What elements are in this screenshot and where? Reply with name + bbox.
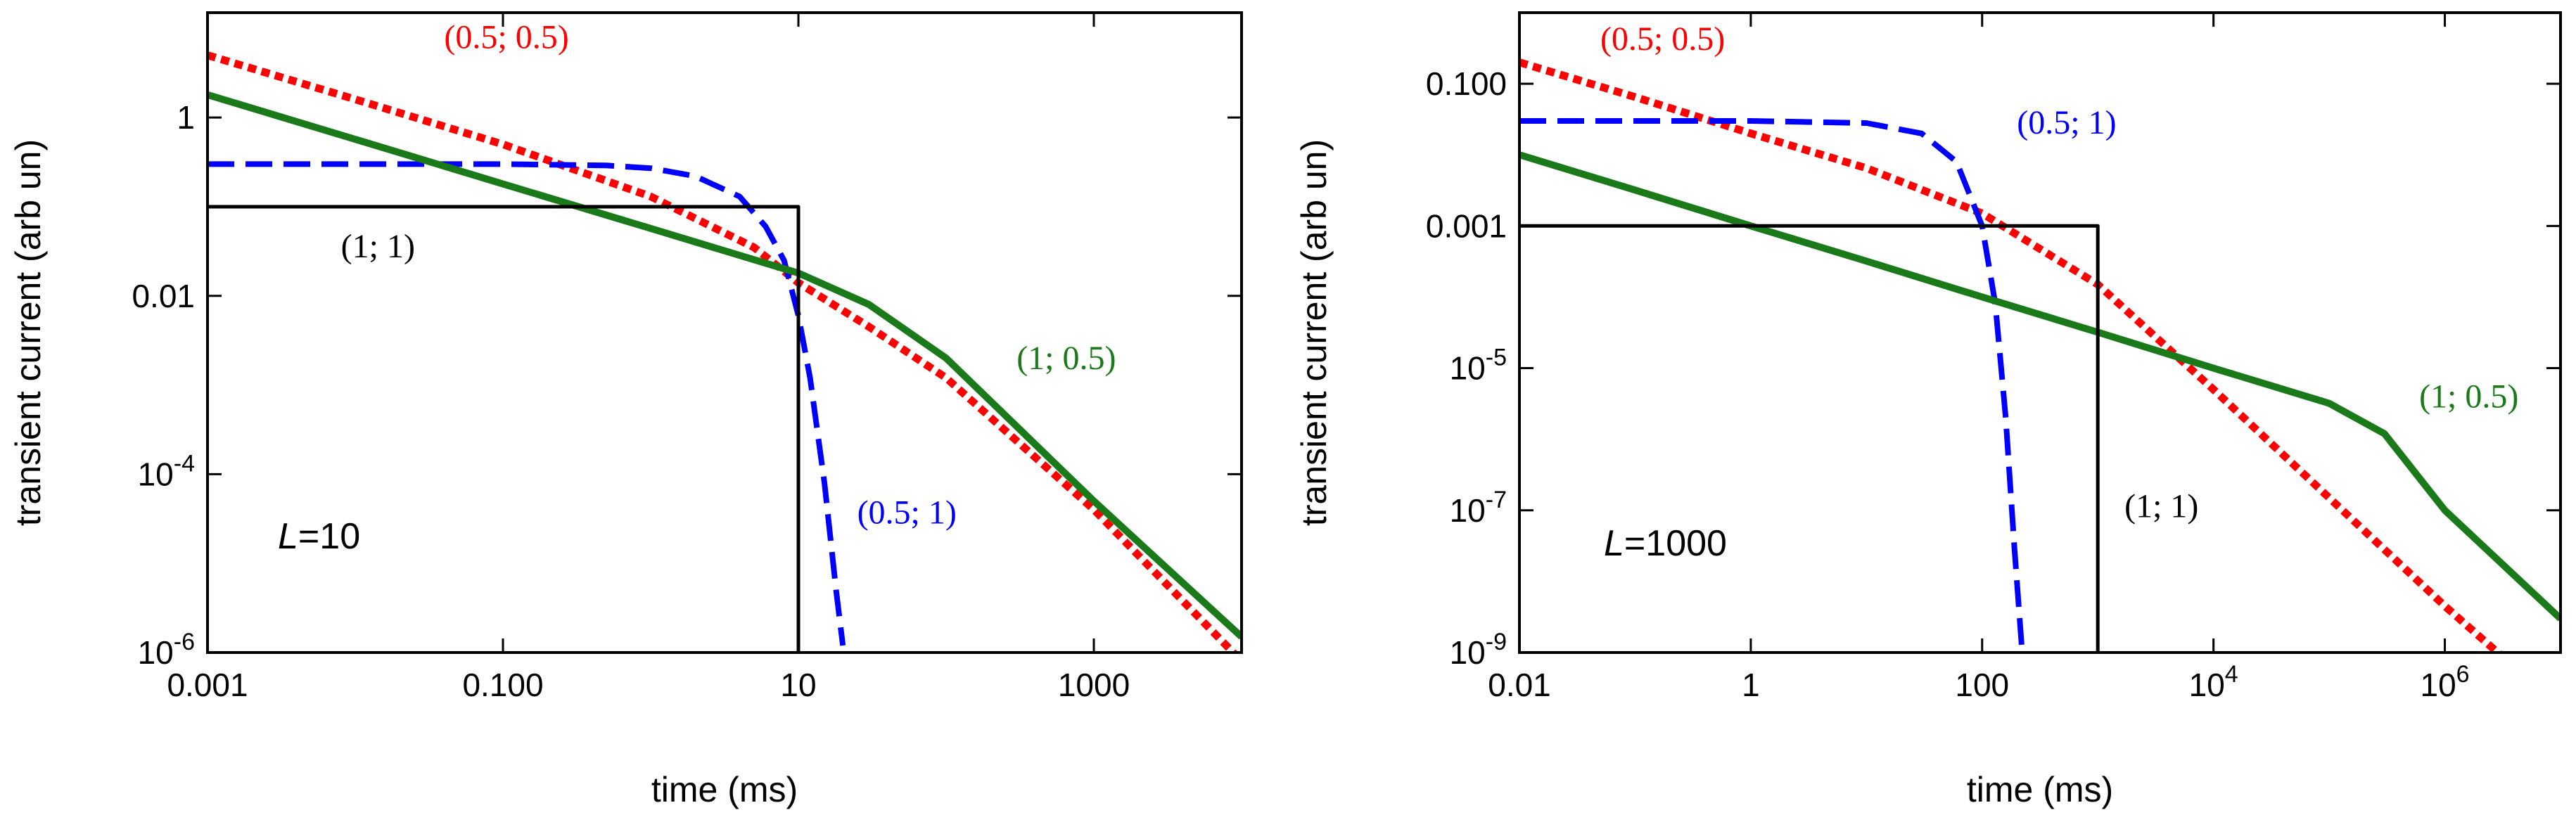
series-label: (1; 1) <box>2124 488 2198 525</box>
series-group <box>1519 58 2561 653</box>
y-axis-label: transient current (arb un) <box>1294 139 1334 526</box>
x-tick-base: 100 <box>1955 667 2009 703</box>
y-tick-base: 10 <box>138 456 174 492</box>
y-tick-label: 0.100 <box>1426 65 1507 102</box>
y-tick-exponent: -6 <box>174 629 195 655</box>
x-tick-base: 10 <box>2421 667 2456 703</box>
y-tick-base: 10 <box>1450 350 1486 387</box>
series-line-1-1 <box>208 205 801 653</box>
y-tick-base: 0.100 <box>1426 65 1507 102</box>
y-tick-label: 1 <box>177 99 195 136</box>
series-line-1-1 <box>1519 224 2100 653</box>
x-tick-exponent: 6 <box>2456 661 2470 688</box>
x-tick-label: 100 <box>1955 667 2009 703</box>
series-group <box>208 51 1242 653</box>
y-tick-exponent: -5 <box>1486 345 1507 371</box>
length-symbol: L <box>278 516 298 557</box>
series-label: (1; 0.5) <box>2419 378 2518 415</box>
y-tick-base: 10 <box>1450 492 1486 529</box>
x-tick-base: 1 <box>1742 667 1760 703</box>
y-tick-label: 0.001 <box>1426 207 1507 244</box>
x-tick-label: 0.100 <box>462 667 543 703</box>
y-tick-label: 10-4 <box>138 450 195 492</box>
length-value: =10 <box>298 516 360 557</box>
x-tick-base: 10 <box>2189 667 2225 703</box>
x-tick-label: 0.01 <box>1488 667 1551 703</box>
series-label: (1; 1) <box>341 228 415 265</box>
plot-frame <box>1518 11 2562 654</box>
x-tick-base: 0.01 <box>1488 667 1551 703</box>
x-axis-label: time (ms) <box>651 770 798 809</box>
y-tick-exponent: -4 <box>174 450 195 477</box>
y-tick-label: 10-5 <box>1450 345 1507 387</box>
y-tick-base: 0.01 <box>132 278 195 314</box>
y-tick-label: 10-7 <box>1450 487 1507 529</box>
x-tick-label: 10 <box>780 667 816 703</box>
x-tick-label: 106 <box>2421 661 2470 703</box>
x-tick-label: 1 <box>1742 667 1760 703</box>
series-line-0-5-1 <box>1519 118 2025 648</box>
y-tick-label: 0.01 <box>132 278 195 314</box>
x-tick-label: 1000 <box>1058 667 1130 703</box>
x-tick-label: 104 <box>2189 661 2238 703</box>
y-tick-label: 10-6 <box>138 629 195 671</box>
length-annotation: L=10 <box>278 516 360 557</box>
series-label: (0.5; 1) <box>2017 104 2116 141</box>
length-value: =1000 <box>1624 523 1727 564</box>
y-tick-base: 1 <box>177 99 195 136</box>
y-tick-base: 10 <box>1450 634 1486 671</box>
length-symbol: L <box>1604 523 1624 564</box>
y-tick-label: 10-9 <box>1450 629 1507 671</box>
y-tick-exponent: -7 <box>1486 487 1507 513</box>
series-label: (1; 0.5) <box>1016 340 1116 377</box>
x-tick-label: 0.001 <box>167 667 248 703</box>
plot-frame <box>206 11 1243 654</box>
y-tick-base: 0.001 <box>1426 207 1507 244</box>
right-panel: 0.01 1 100 104 1060.1000.00110-510-710-9time… <box>1294 11 2562 809</box>
series-label: (0.5; 1) <box>857 494 957 531</box>
series-label: (0.5; 0.5) <box>444 18 568 56</box>
series-label: (0.5; 0.5) <box>1600 20 1725 58</box>
length-annotation: L=1000 <box>1604 523 1727 564</box>
series-line-0-5-0-5 <box>1519 58 2504 653</box>
y-tick-base: 10 <box>138 634 174 671</box>
x-axis-label: time (ms) <box>1967 770 2113 809</box>
y-tick-exponent: -9 <box>1486 629 1507 655</box>
y-axis-label: transient current (arb un) <box>8 139 48 526</box>
series-line-0-5-1 <box>208 161 846 646</box>
x-tick-exponent: 4 <box>2225 661 2238 688</box>
